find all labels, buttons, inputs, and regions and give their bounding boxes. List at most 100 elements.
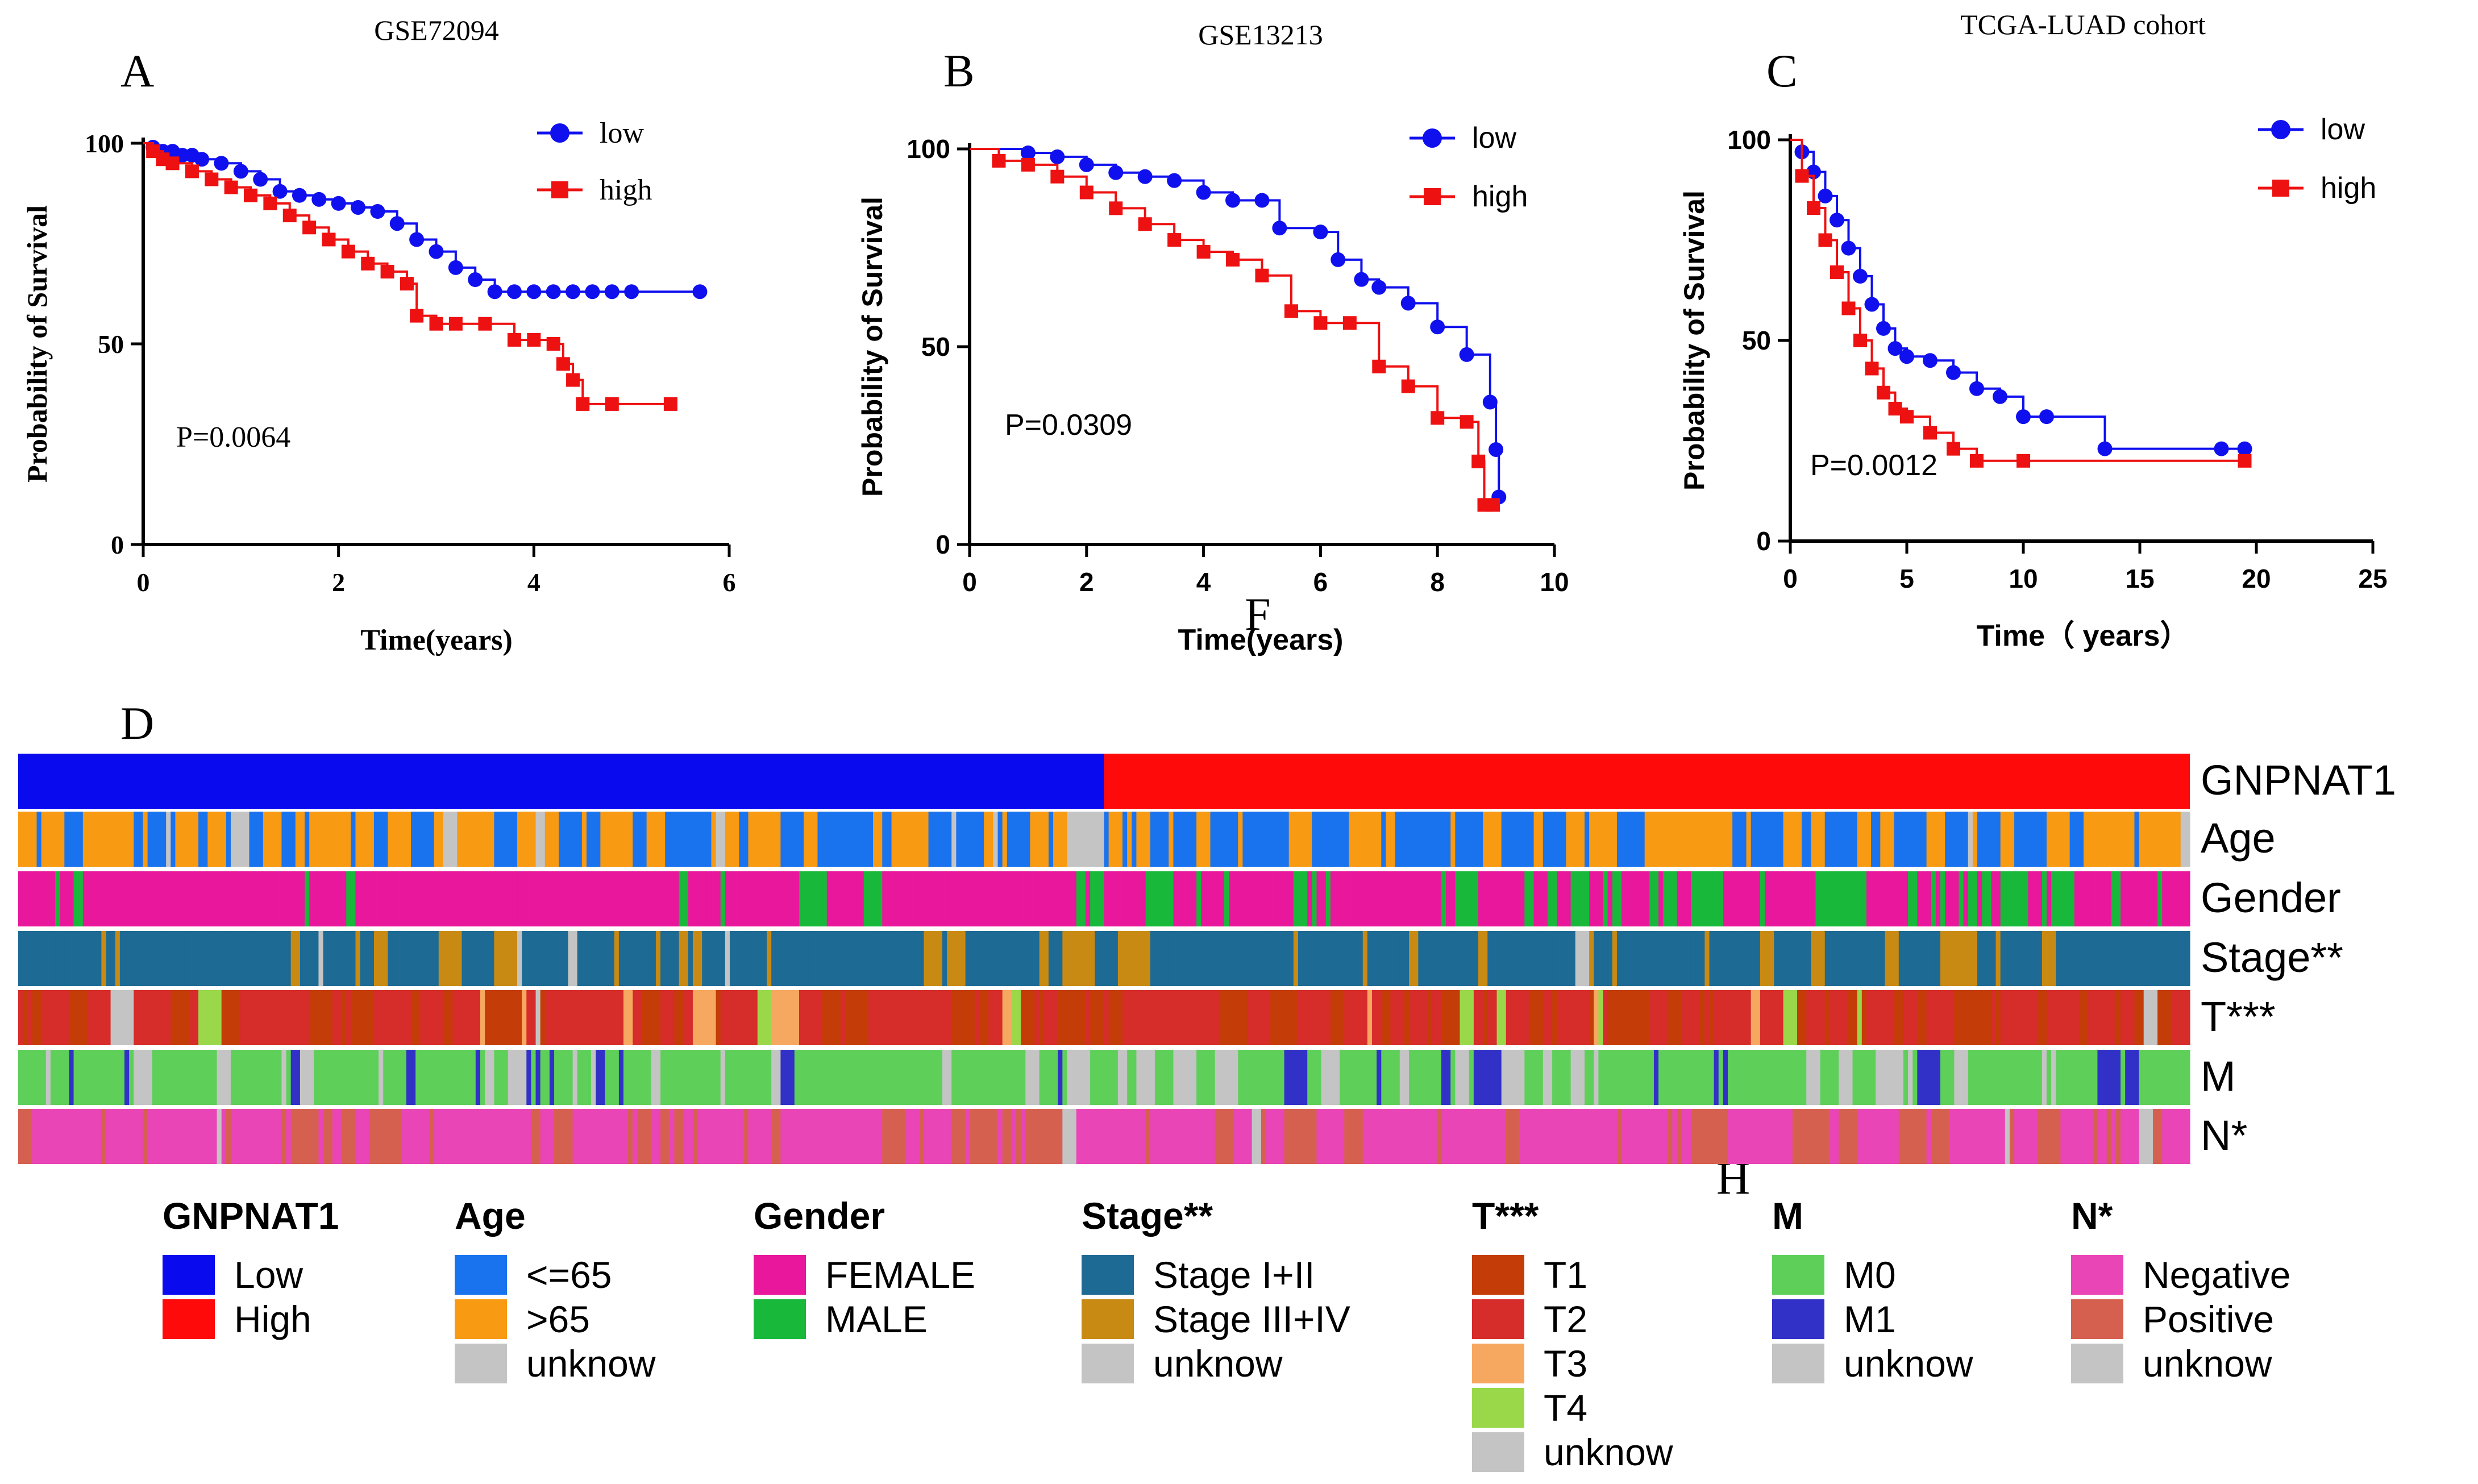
chart-title: TCGA-LUAD cohort (1960, 9, 2206, 40)
heatmap-cell-t (383, 990, 398, 1045)
heatmap-cell-age (471, 812, 481, 867)
heatmap-cell-n (101, 1109, 107, 1164)
heatmap-cell-age (670, 812, 684, 867)
heatmap-cell-m (73, 1050, 79, 1105)
heatmap-cell-age (1113, 812, 1123, 867)
censor-point-low (1050, 149, 1065, 164)
heatmap-cell-m (1783, 1050, 1789, 1105)
heatmap-cell-m (498, 1050, 504, 1105)
censor-point-low (487, 284, 502, 300)
heatmap-cell-stage (1053, 931, 1063, 986)
censor-point-high (1313, 316, 1328, 330)
heatmap-cell-age (2106, 812, 2121, 867)
heatmap-cell-n (332, 1109, 342, 1164)
heatmap-cell-m (1409, 1050, 1414, 1105)
heatmap-cell-gender (360, 871, 384, 926)
heatmap-cell-gender (2093, 871, 2107, 926)
heatmap-cell-gender (1386, 871, 1391, 926)
heatmap-cell-n (1529, 1109, 1544, 1164)
heatmap-cell-n (1834, 1109, 1839, 1164)
censor-point-high (576, 397, 590, 411)
heatmap-cell-n (69, 1109, 74, 1164)
heatmap-cell-age (1885, 812, 1895, 867)
heatmap-cell-age (277, 812, 282, 867)
heatmap-cell-t (1473, 990, 1479, 1045)
heatmap-cell-t (1797, 990, 1807, 1045)
heatmap-cell-stage (1644, 931, 1650, 986)
heatmap-cell-t (1108, 990, 1114, 1045)
y-tick-label: 0 (1756, 526, 1771, 556)
heatmap-cell-n (1557, 1109, 1571, 1164)
legend-swatch (455, 1299, 507, 1339)
heatmap-cell-n (692, 1109, 698, 1164)
legend-swatch (1472, 1388, 1524, 1428)
heatmap-cell-gender (485, 871, 490, 926)
heatmap-cell-gender (688, 871, 698, 926)
heatmap-cell-stage (498, 931, 518, 986)
heatmap-cell-stage (461, 931, 481, 986)
heatmap-cell-m (443, 1050, 453, 1105)
heatmap-cell-n (1432, 1109, 1437, 1164)
heatmap-cell-n (850, 1109, 855, 1164)
heatmap-cell-stage (887, 931, 892, 986)
heatmap-cell-m (1058, 1050, 1063, 1105)
heatmap-cell-stage (124, 931, 130, 986)
censor-point-high (205, 172, 219, 186)
heatmap-cell-m (965, 1050, 975, 1105)
heatmap-cell-t (110, 990, 134, 1045)
heatmap-cell-stage (1150, 931, 1169, 986)
heatmap-cell-t (979, 990, 989, 1045)
heatmap-cell-m (1977, 1050, 1987, 1105)
heatmap-cell-n (1857, 1109, 1862, 1164)
heatmap-cell-age (2014, 812, 2019, 867)
heatmap-cell-m (799, 1050, 813, 1105)
heatmap-cell-stage (110, 931, 116, 986)
heatmap-cell-n (697, 1109, 712, 1164)
heatmap-cell-n (1478, 1109, 1488, 1164)
heatmap-cell-m (69, 1050, 74, 1105)
heatmap-cell-stage (1261, 931, 1271, 986)
heatmap-cell-n (2180, 1109, 2186, 1164)
heatmap-cell-t (305, 990, 310, 1045)
censor-point-high (380, 264, 394, 278)
heatmap-cell-t (1288, 990, 1299, 1045)
censor-point-high (1865, 361, 1879, 376)
heatmap-cell-age (1007, 812, 1017, 867)
heatmap-cell-gender (346, 871, 351, 926)
heatmap-cell-t (1631, 990, 1641, 1045)
heatmap-cell-stage (2167, 931, 2177, 986)
heatmap-cell-stage (540, 931, 546, 986)
heatmap-cell-age (1288, 812, 1294, 867)
heatmap-cell-n (1325, 1109, 1336, 1164)
panel-letter-d: D (120, 697, 154, 749)
heatmap-cell-gender (2056, 871, 2075, 926)
heatmap-cell-t (614, 990, 620, 1045)
heatmap-cell-m (281, 1050, 287, 1105)
heatmap-cell-stage (1298, 931, 1308, 986)
legend-swatch (163, 1299, 215, 1339)
heatmap-cell-stage (1631, 931, 1636, 986)
heatmap-cell-t (1603, 990, 1608, 1045)
heatmap-cell-age (928, 812, 952, 867)
heatmap-cell-n (32, 1109, 47, 1164)
heatmap-cell-t (425, 990, 444, 1045)
heatmap-cell-gender (1076, 871, 1086, 926)
heatmap-cell-stage (577, 931, 606, 986)
heatmap-cell-age (850, 812, 869, 867)
legend-swatch (1082, 1299, 1134, 1339)
heatmap-cell-gender (1778, 871, 1798, 926)
heatmap-cell-stage (762, 931, 767, 986)
y-axis-label: Probability of Survival (857, 197, 888, 497)
heatmap-cell-stage (623, 931, 643, 986)
heatmap-cell-stage (1418, 931, 1428, 986)
censor-point-low (546, 284, 561, 300)
heatmap-cell-gender (1949, 871, 1960, 926)
heatmap-cell-age (2069, 812, 2080, 867)
heatmap-cell-m (1644, 1050, 1650, 1105)
heatmap-cell-age (739, 812, 749, 867)
heatmap-cell-t (757, 990, 772, 1045)
heatmap-cell-age (1386, 812, 1396, 867)
heatmap-cell-t (1594, 990, 1599, 1045)
heatmap-cell-t (2032, 990, 2038, 1045)
